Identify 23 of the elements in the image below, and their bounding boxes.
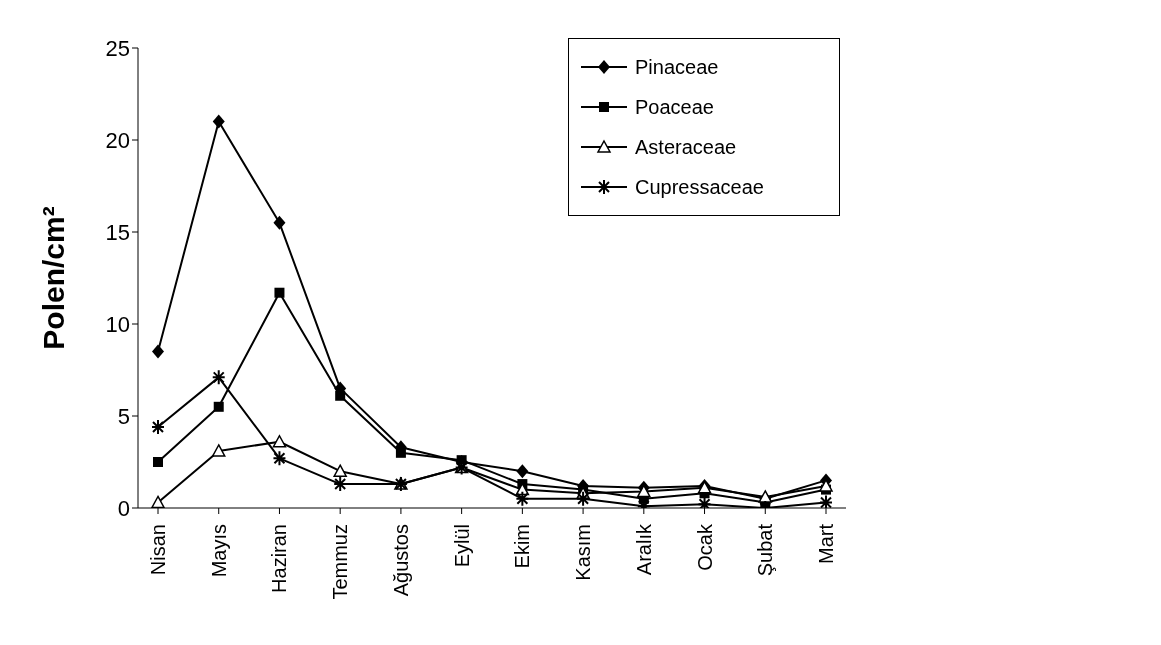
x-tick-label: Mart bbox=[815, 523, 837, 564]
x-tick-label: Ağustos bbox=[389, 524, 412, 597]
y-tick-label: 25 bbox=[105, 35, 130, 61]
x-tick-label: Temmuz bbox=[329, 524, 352, 600]
legend-label: Poaceae bbox=[635, 95, 714, 119]
x-tick-label: Aralık bbox=[632, 523, 655, 576]
x-tick-label: Eylül bbox=[450, 524, 473, 568]
y-axis-title: Polen/cm² bbox=[36, 206, 70, 350]
x-tick-label: Ocak bbox=[693, 523, 716, 571]
x-tick-label: Mayıs bbox=[207, 524, 230, 578]
y-tick-label: 0 bbox=[117, 495, 130, 521]
x-tick-label: Nisan bbox=[147, 524, 169, 576]
legend-label: Asteraceae bbox=[635, 135, 737, 159]
x-tick-label: Şubat bbox=[754, 523, 777, 577]
y-tick-label: 15 bbox=[105, 219, 130, 245]
y-tick-label: 5 bbox=[117, 403, 130, 429]
x-tick-label: Haziran bbox=[268, 524, 291, 593]
y-tick-label: 10 bbox=[105, 311, 130, 337]
x-tick-label: Ekim bbox=[511, 524, 534, 569]
legend-label: Pinaceae bbox=[635, 55, 719, 79]
x-tick-label: Kasım bbox=[572, 524, 595, 581]
legend-label: Cupressaceae bbox=[635, 175, 764, 199]
y-tick-label: 20 bbox=[105, 127, 130, 153]
